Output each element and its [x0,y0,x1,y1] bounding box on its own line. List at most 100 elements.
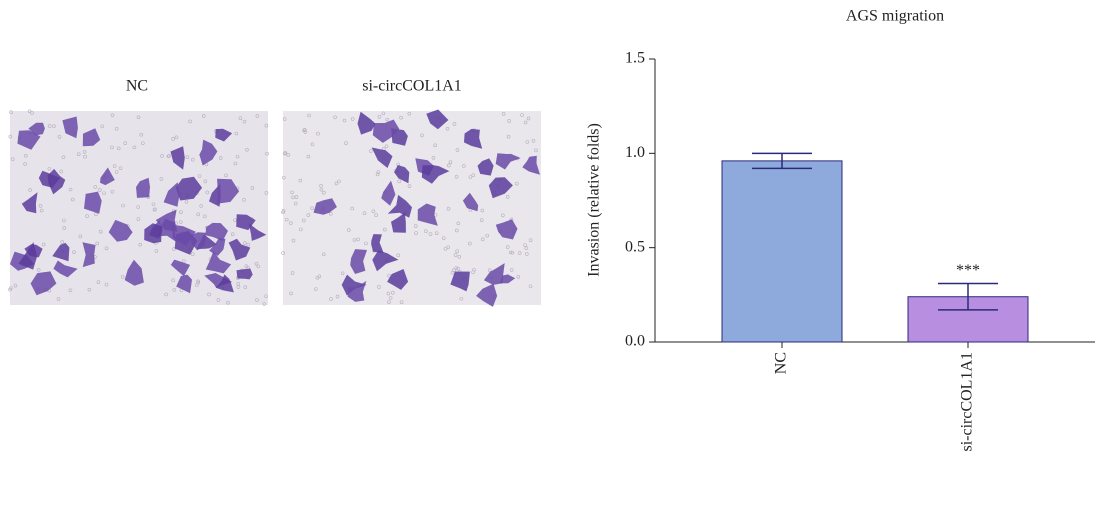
stained-cell [476,283,498,307]
pore [377,114,382,119]
pore [515,181,519,186]
pore [141,141,145,145]
pore [245,147,249,152]
pore [190,252,195,256]
pore [151,202,156,207]
pore [322,190,326,195]
stained-cell [190,232,206,251]
pore [455,148,460,152]
pore [281,251,285,255]
pore [291,195,295,200]
pore [485,233,490,238]
pore [82,150,87,154]
pore [362,211,367,215]
pore [136,217,141,221]
stained-cell [144,223,163,244]
micrograph [8,109,269,306]
pore [9,110,13,114]
pore [424,229,428,234]
pore [171,278,175,283]
pore [256,264,261,269]
pore [293,201,298,206]
pore [236,281,241,286]
pore [385,117,390,122]
pore [407,184,412,188]
stained-cell [47,168,66,195]
pore [446,206,451,211]
stained-cell [371,147,393,168]
stained-cell [171,224,196,246]
pore [264,123,269,128]
pore [508,250,513,255]
pore [299,227,303,232]
stained-cell [18,242,38,270]
pore [196,280,200,285]
pore [471,173,476,177]
pore [68,187,73,192]
pore [505,245,510,249]
pore [344,141,348,145]
pore [118,166,123,171]
stained-cell [347,280,367,302]
pore [41,242,46,247]
pore [459,296,464,301]
pore [291,238,296,243]
pore [479,218,484,222]
pore [110,113,115,117]
pore [76,152,81,157]
pore [319,183,323,188]
stained-cell [53,260,78,278]
pore [290,190,294,195]
pore [376,170,381,174]
pore [316,131,320,136]
stained-cell [175,176,203,201]
panel-label: si-circCOL1A1 [362,78,462,95]
stained-cell [28,122,45,136]
pore [234,131,239,136]
pore [59,169,64,174]
stained-cell [170,259,191,277]
pore [159,177,164,181]
pore [30,111,34,115]
stained-cell [84,191,102,214]
pore [307,113,311,118]
pore [364,241,368,246]
pore [288,221,293,225]
pore [387,300,391,304]
pore [85,214,89,218]
pore [174,135,179,140]
pore [95,241,100,246]
pore [480,208,485,213]
y-tick-label: 0.0 [625,333,645,350]
pore [396,253,401,258]
pore [321,252,326,257]
pore [290,271,295,275]
stained-cell [163,182,180,207]
pore [246,242,250,247]
stained-cell [124,259,144,286]
stained-cell [372,250,399,272]
pore [457,255,462,259]
pore [94,212,98,216]
stained-cell [155,209,178,232]
pore [70,197,75,202]
pore [201,114,206,118]
stained-cell [357,111,376,135]
y-tick-label: 1.0 [625,144,645,161]
pore [72,250,76,254]
pore [501,213,505,218]
stained-cell [371,234,384,254]
pore [254,261,259,266]
stained-cell [108,219,133,242]
pore [314,287,318,291]
pore [203,214,207,219]
pore [520,113,524,117]
pore [531,138,536,143]
pore [350,117,355,121]
pore [188,119,192,124]
pore [178,220,183,224]
pore [456,266,460,271]
stained-cell [100,167,115,186]
stained-cell [21,192,38,214]
